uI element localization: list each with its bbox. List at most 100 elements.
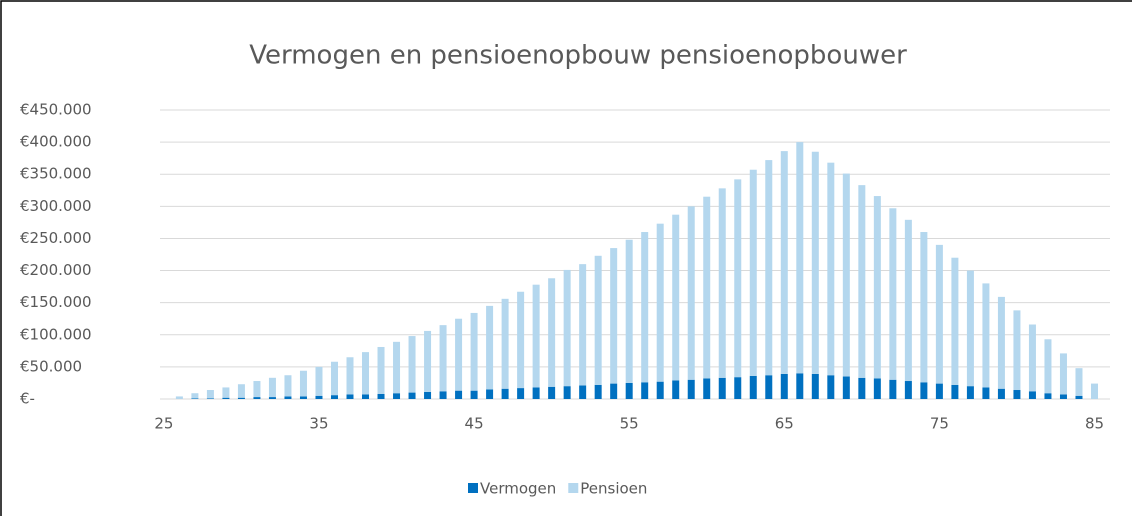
- bar-segment: [796, 373, 804, 399]
- bar-segment: [796, 142, 804, 374]
- bar-segment: [455, 390, 463, 399]
- bar-segment: [765, 375, 773, 399]
- bar-segment: [827, 375, 835, 399]
- bar-segment: [966, 270, 974, 387]
- bar-segment: [517, 291, 525, 389]
- bar-segment: [966, 386, 974, 399]
- bar-segment: [330, 395, 338, 399]
- bar-segment: [703, 378, 711, 399]
- bar-segment: [408, 336, 416, 393]
- bar-segment: [935, 383, 943, 399]
- bar-segment: [1028, 324, 1036, 392]
- bar-segment: [1090, 383, 1098, 399]
- x-tick-label: 85: [1085, 415, 1104, 433]
- bar-segment: [548, 386, 556, 399]
- bar-segment: [703, 196, 711, 379]
- bar-segment: [1028, 391, 1036, 399]
- bar-segment: [982, 387, 990, 399]
- bar-segment: [610, 248, 618, 384]
- bar-segment: [237, 397, 245, 399]
- bar-segment: [672, 214, 680, 381]
- bar-segment: [253, 381, 261, 398]
- y-tick-label: €200.000: [20, 261, 92, 279]
- bar-segment: [811, 373, 819, 399]
- bar-segment: [439, 391, 447, 399]
- bar-segment: [563, 269, 571, 387]
- bar-segment: [873, 196, 881, 379]
- bar-segment: [625, 382, 633, 399]
- bar-segment: [579, 385, 587, 399]
- bar-segment: [842, 173, 850, 377]
- bar-segment: [920, 232, 928, 383]
- bar-segment: [889, 379, 897, 399]
- bar-segment: [393, 341, 401, 394]
- bar-segment: [1059, 394, 1067, 399]
- y-tick-label: €50.000: [20, 357, 82, 375]
- x-tick-label: 35: [309, 415, 328, 433]
- bar-segment: [780, 373, 788, 399]
- bar-segment: [765, 160, 773, 376]
- bar-segment: [749, 375, 757, 399]
- y-tick-label: €450.000: [20, 101, 92, 119]
- bar-segment: [827, 162, 835, 376]
- bar-segment: [997, 296, 1005, 389]
- bar-segment: [641, 382, 649, 399]
- bar-segment: [346, 394, 354, 399]
- bar-segment: [362, 394, 370, 399]
- bar-segment: [904, 381, 912, 399]
- bar-segment: [408, 392, 416, 399]
- x-tick-label: 75: [930, 415, 949, 433]
- bar-segment: [532, 387, 540, 399]
- bar-segment: [563, 386, 571, 399]
- bar-segment: [299, 370, 307, 397]
- bar-segment: [191, 393, 199, 399]
- y-tick-label: €100.000: [20, 325, 92, 343]
- bar-segment: [315, 395, 323, 399]
- bar-segment: [222, 387, 230, 398]
- y-tick-label: €300.000: [20, 197, 92, 215]
- bar-segment: [920, 382, 928, 399]
- x-tick-label: 55: [620, 415, 639, 433]
- legend-swatch: [568, 483, 579, 493]
- bar-segment: [548, 278, 556, 387]
- bar-segment: [424, 391, 432, 399]
- bar-segment: [1075, 368, 1083, 396]
- bar-segment: [811, 151, 819, 374]
- bar-segment: [718, 377, 726, 399]
- bar-segment: [346, 357, 354, 395]
- bar-segment: [501, 388, 509, 399]
- bar-segment: [517, 388, 525, 399]
- bar-segment: [625, 239, 633, 383]
- bar-segment: [734, 179, 742, 378]
- bar-segment: [1013, 390, 1021, 399]
- bar-segment: [268, 397, 276, 399]
- bar-segment: [889, 208, 897, 380]
- bar-segment: [997, 388, 1005, 399]
- bar-segment: [687, 379, 695, 399]
- bar-segment: [579, 264, 587, 386]
- bar-segment: [951, 384, 959, 399]
- bar-segment: [284, 396, 292, 399]
- bar-segment: [672, 380, 680, 399]
- bar-segment: [470, 390, 478, 399]
- bar-segment: [222, 397, 230, 399]
- bar-segment: [237, 384, 245, 398]
- y-tick-label: €250.000: [20, 229, 92, 247]
- bar-segment: [393, 393, 401, 399]
- bar-segment: [873, 378, 881, 399]
- bar-segment: [842, 376, 850, 399]
- bar-segment: [439, 325, 447, 392]
- chart-title: Vermogen en pensioenopbouw pensioenopbou…: [249, 41, 907, 71]
- bar-segment: [284, 375, 292, 397]
- y-tick-label: €400.000: [20, 133, 92, 151]
- bar-segment: [470, 312, 478, 391]
- bar-segment: [501, 298, 509, 389]
- bar-segment: [780, 151, 788, 374]
- bar-segment: [858, 377, 866, 399]
- bar-segment: [175, 396, 183, 399]
- bar-segment: [206, 398, 214, 399]
- bar-segment: [656, 223, 664, 382]
- bar-segment: [935, 244, 943, 384]
- bar-segment: [532, 284, 540, 388]
